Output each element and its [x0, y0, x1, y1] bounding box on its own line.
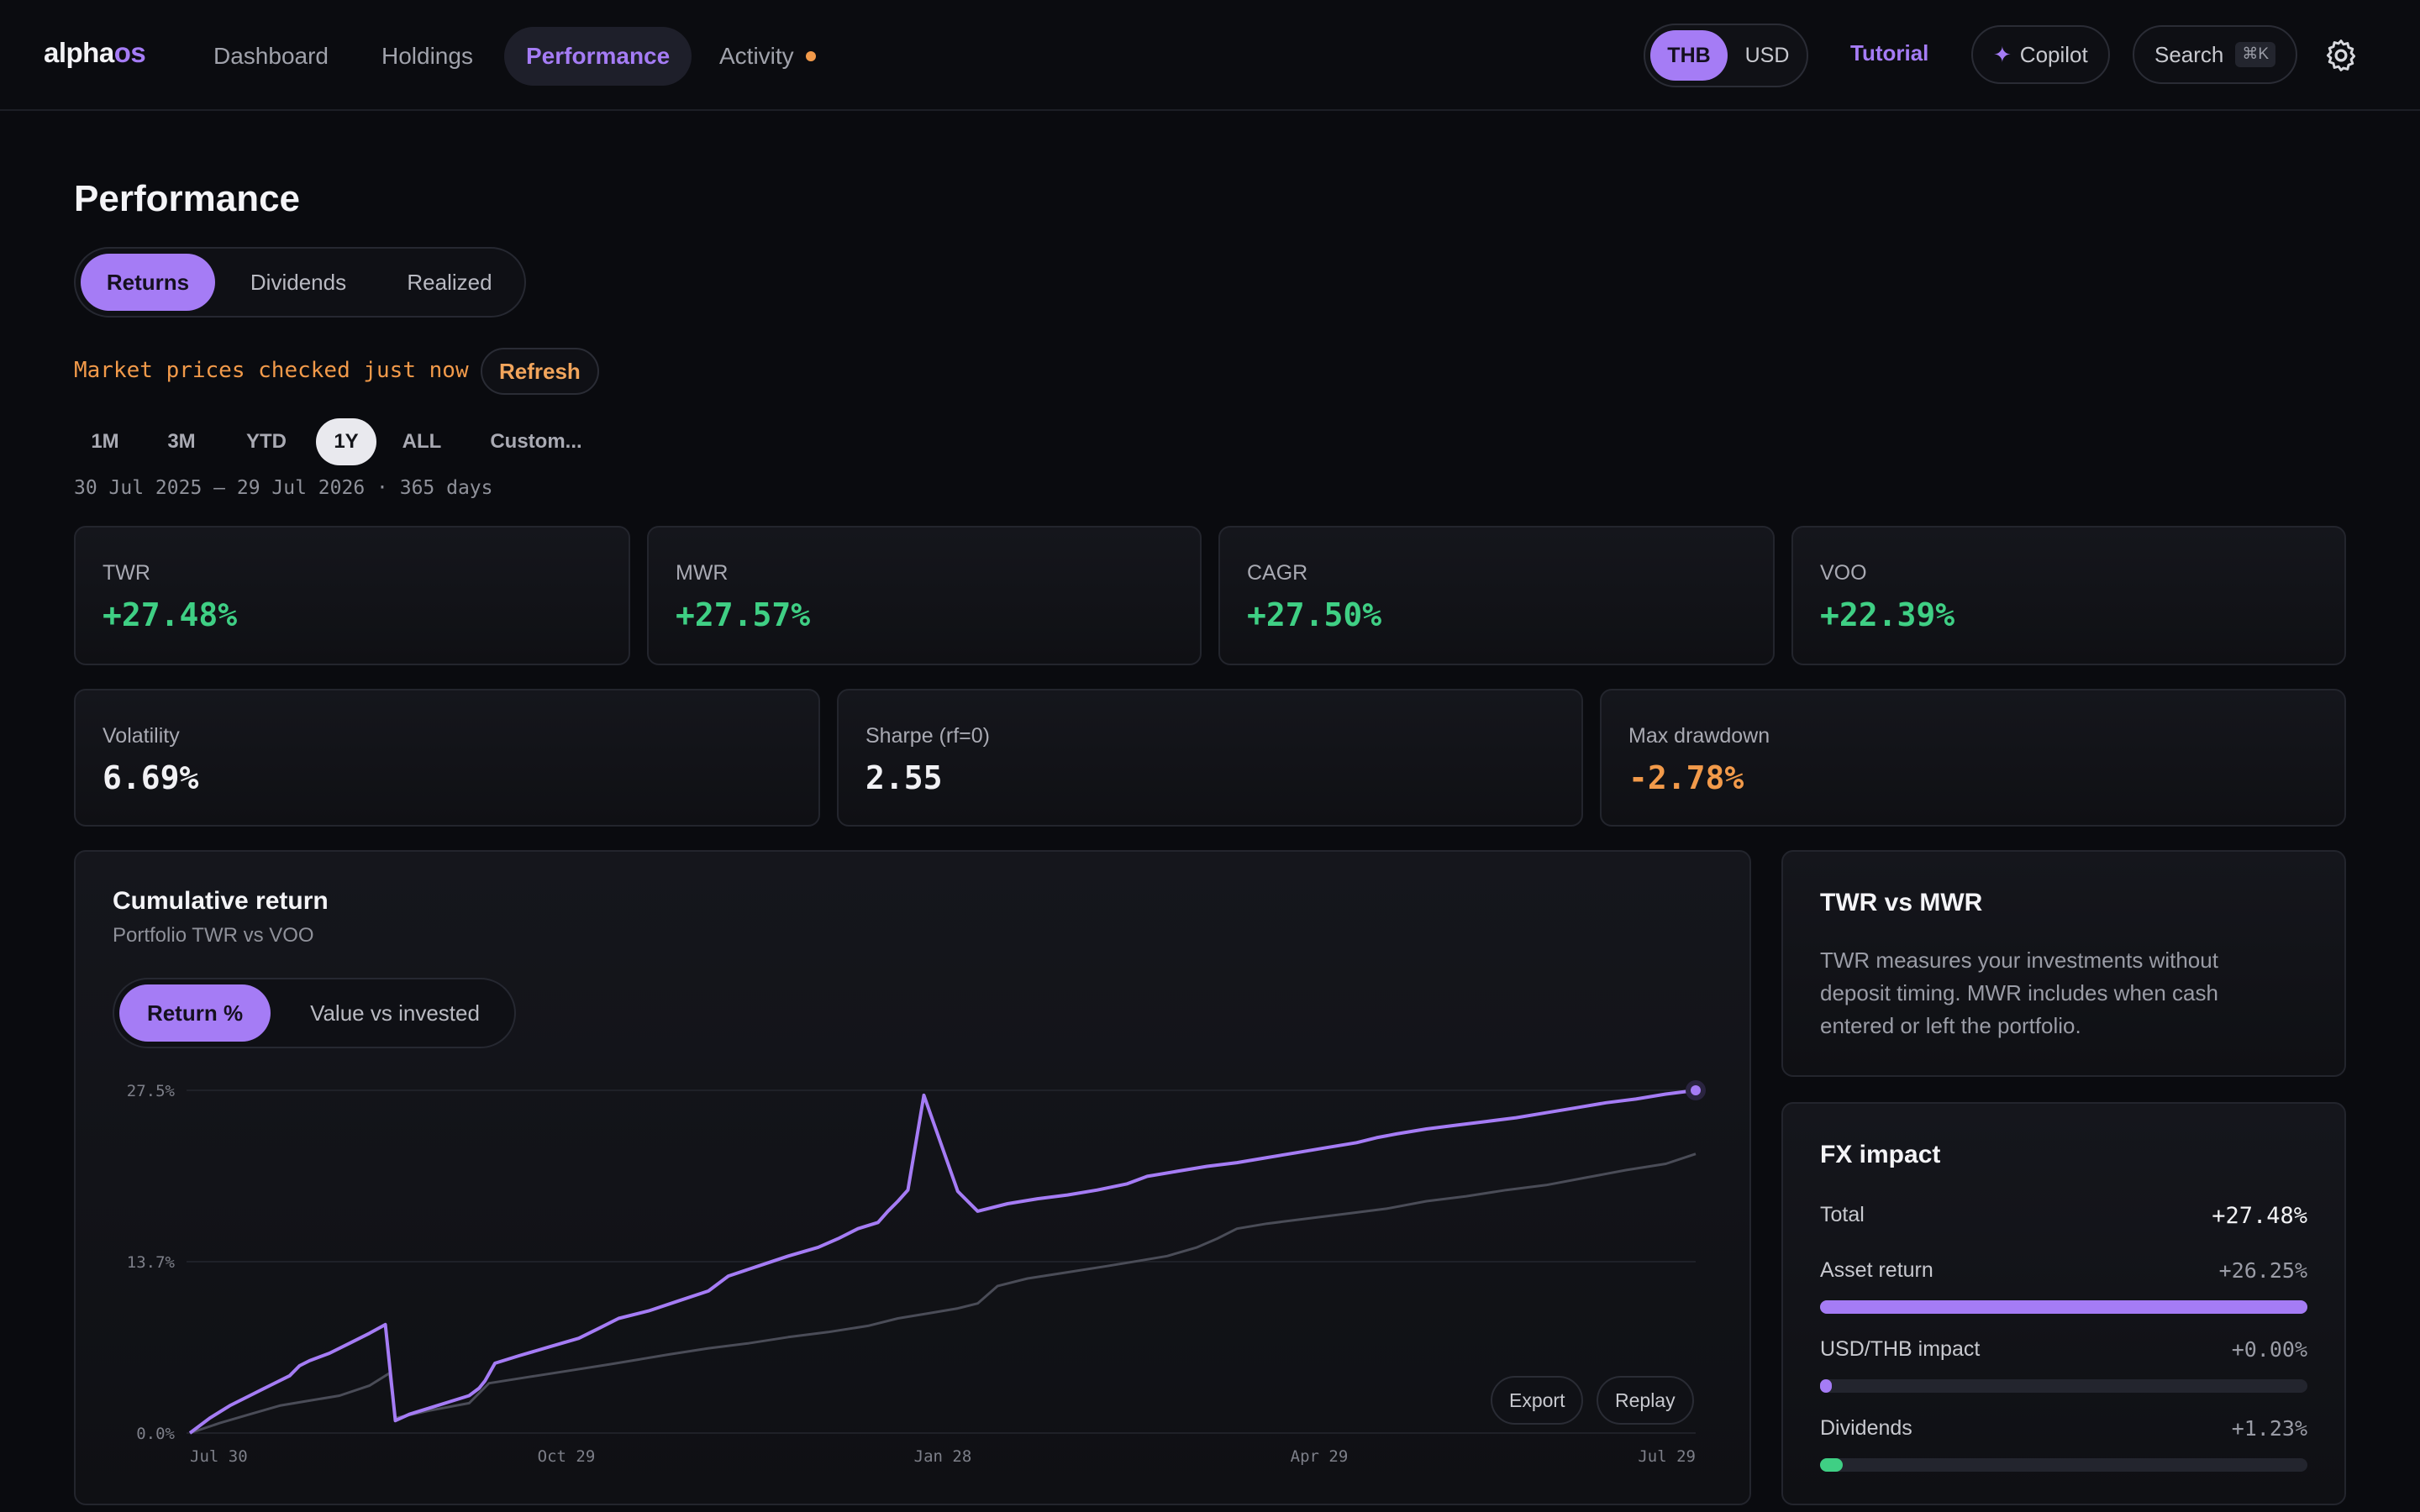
fx-total-row: Total +27.48%	[1820, 1203, 2307, 1229]
fx-impact-card: FX impact Total +27.48% Asset return +26…	[1781, 1102, 2346, 1505]
tab-dividends[interactable]: Dividends	[250, 270, 347, 295]
fx-asset-bar-fill	[1820, 1300, 2307, 1314]
logo-text-accent: os	[113, 37, 146, 68]
y-tick-label: 0.0%	[136, 1425, 175, 1443]
fx-row-value: +26.25%	[2218, 1258, 2307, 1283]
stat-card-max-drawdown: Max drawdown -2.78%	[1600, 689, 2346, 827]
stat-value: 6.69%	[103, 759, 199, 796]
logo-text-primary: alpha	[44, 37, 114, 68]
chart-mode-toggle: Return % Value vs invested	[113, 978, 516, 1048]
tab-realized[interactable]: Realized	[407, 270, 492, 295]
stat-value: 2.55	[865, 759, 943, 796]
fx-impact-title: FX impact	[1820, 1141, 1941, 1168]
fx-total-label: Total	[1820, 1203, 1865, 1226]
currency-toggle: THB USD	[1644, 24, 1808, 87]
range-1y[interactable]: 1Y	[316, 418, 376, 465]
replay-button[interactable]: Replay	[1597, 1376, 1694, 1425]
stat-card-sharpe: Sharpe (rf=0) 2.55	[837, 689, 1583, 827]
stat-label: VOO	[1820, 561, 1867, 585]
stat-value: -2.78%	[1628, 759, 1744, 796]
stat-value: +27.48%	[103, 596, 238, 633]
currency-thb-button[interactable]: THB	[1650, 30, 1728, 81]
x-tick-label: Jul 30	[190, 1447, 248, 1466]
fx-total-value: +27.48%	[2212, 1203, 2307, 1229]
range-3m[interactable]: 3M	[167, 430, 196, 453]
stat-label: CAGR	[1247, 561, 1308, 585]
notification-dot	[805, 50, 816, 61]
copilot-button[interactable]: ✦ Copilot	[1971, 25, 2110, 84]
fx-usdthb-row: USD/THB impact +0.00%	[1820, 1337, 2307, 1362]
stat-card-volatility: Volatility 6.69%	[74, 689, 820, 827]
range-ytd[interactable]: YTD	[246, 430, 287, 453]
y-tick-label: 13.7%	[127, 1253, 176, 1272]
range-1m[interactable]: 1M	[91, 430, 119, 453]
fx-row-label: USD/THB impact	[1820, 1337, 1981, 1361]
copilot-label: Copilot	[2019, 42, 2088, 67]
x-tick-label: Jul 29	[1638, 1447, 1696, 1466]
sparkle-icon: ✦	[1993, 42, 2012, 67]
gear-icon[interactable]	[2323, 37, 2360, 74]
nav-holdings[interactable]: Holdings	[381, 43, 473, 69]
top-navigation-bar: alphaos Dashboard Holdings Performance A…	[0, 0, 2420, 111]
fx-row-label: Dividends	[1820, 1416, 1912, 1440]
refresh-button[interactable]: Refresh	[481, 348, 599, 395]
nav-performance[interactable]: Performance	[504, 27, 692, 86]
x-tick-label: Jan 28	[914, 1447, 972, 1466]
mode-value-vs-invested[interactable]: Value vs invested	[310, 1000, 480, 1026]
mode-return-percent[interactable]: Return %	[119, 984, 271, 1042]
cumulative-return-chart: 27.5% 13.7% 0.0% Jul 30 Oct 29 Jan 28 Apr 29 Ju…	[127, 1080, 1706, 1466]
period-label: 30 Jul 2025 – 29 Jul 2026 · 365 days	[74, 477, 493, 499]
export-button[interactable]: Export	[1491, 1376, 1584, 1425]
chart-title: Cumulative return	[113, 887, 329, 915]
series-line-benchmark	[189, 1152, 1697, 1435]
currency-usd-button[interactable]: USD	[1744, 44, 1790, 67]
fx-row-label: Asset return	[1820, 1258, 1933, 1282]
fx-dividends-bar	[1820, 1458, 2307, 1472]
stat-card-twr: TWR +27.48%	[74, 526, 630, 665]
stat-value: +27.50%	[1247, 596, 1382, 633]
stat-card-cagr: CAGR +27.50%	[1218, 526, 1775, 665]
fx-asset-row: Asset return +26.25%	[1820, 1258, 2307, 1283]
market-status-text: Market prices checked just now	[74, 358, 469, 383]
fx-row-value: +1.23%	[2231, 1416, 2307, 1441]
cumulative-return-card: Cumulative return Portfolio TWR vs VOO R…	[74, 850, 1751, 1505]
twr-mwr-description: TWR measures your investments without de…	[1820, 948, 2218, 1038]
fx-dividends-row: Dividends +1.23%	[1820, 1416, 2307, 1441]
nav-activity-label: Activity	[719, 43, 794, 69]
app-logo[interactable]: alphaos	[44, 37, 146, 69]
twr-vs-mwr-card: TWR vs MWR TWR measures your investments…	[1781, 850, 2346, 1077]
tab-returns[interactable]: Returns	[81, 254, 215, 311]
stat-value: +27.57%	[676, 596, 811, 633]
x-tick-label: Apr 29	[1291, 1447, 1349, 1466]
search-label: Search	[2154, 42, 2224, 67]
x-tick-label: Oct 29	[538, 1447, 596, 1466]
stat-label: MWR	[676, 561, 729, 585]
range-all[interactable]: ALL	[402, 430, 442, 453]
nav-dashboard[interactable]: Dashboard	[213, 43, 329, 69]
search-button[interactable]: Search ⌘K	[2133, 25, 2298, 84]
stat-label: Max drawdown	[1628, 724, 1770, 748]
stat-value: +22.39%	[1820, 596, 1955, 633]
fx-dividends-bar-fill	[1820, 1458, 1844, 1472]
range-custom[interactable]: Custom...	[490, 430, 582, 453]
fx-asset-bar	[1820, 1300, 2307, 1314]
search-shortcut: ⌘K	[2235, 42, 2276, 68]
series-line-portfolio	[188, 1089, 1697, 1435]
stat-label: TWR	[103, 561, 150, 585]
tutorial-link[interactable]: Tutorial	[1850, 40, 1929, 66]
fx-usdthb-bar-fill	[1820, 1379, 1832, 1393]
twr-mwr-title: TWR vs MWR	[1820, 889, 1983, 916]
fx-usdthb-bar	[1820, 1379, 2307, 1393]
chart-subtitle: Portfolio TWR vs VOO	[113, 924, 314, 947]
performance-tabs: Returns Dividends Realized	[74, 247, 526, 318]
stat-label: Volatility	[103, 724, 180, 748]
stat-label: Sharpe (rf=0)	[865, 724, 990, 748]
fx-row-value: +0.00%	[2231, 1337, 2307, 1362]
end-point-marker[interactable]	[1691, 1085, 1701, 1095]
nav-activity[interactable]: Activity	[697, 27, 838, 86]
stat-card-voo: VOO +22.39%	[1791, 526, 2346, 665]
stat-card-mwr: MWR +27.57%	[647, 526, 1202, 665]
y-tick-label: 27.5%	[127, 1082, 176, 1100]
page-title: Performance	[74, 178, 301, 219]
